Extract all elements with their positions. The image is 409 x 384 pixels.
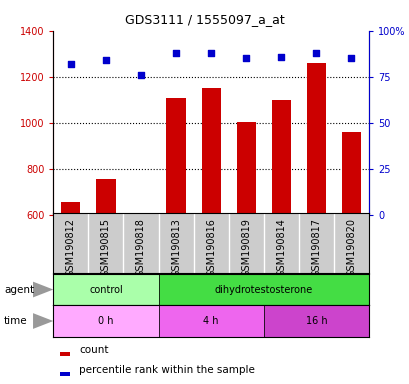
Text: GSM190817: GSM190817 xyxy=(310,218,321,277)
Bar xyxy=(201,88,220,215)
Text: GDS3111 / 1555097_a_at: GDS3111 / 1555097_a_at xyxy=(125,13,284,26)
Point xyxy=(347,55,354,61)
Text: GSM190813: GSM190813 xyxy=(171,218,181,277)
Bar xyxy=(59,372,70,376)
Bar xyxy=(53,274,158,305)
Bar xyxy=(236,122,255,215)
Text: GSM190820: GSM190820 xyxy=(346,218,355,277)
Bar xyxy=(59,352,70,356)
Bar xyxy=(53,305,158,337)
Text: agent: agent xyxy=(4,285,34,295)
Bar xyxy=(96,179,115,215)
Point xyxy=(207,50,214,56)
Polygon shape xyxy=(33,313,53,329)
Point xyxy=(277,53,284,60)
Point xyxy=(312,50,319,56)
Bar xyxy=(263,305,368,337)
Text: time: time xyxy=(4,316,28,326)
Text: GSM190812: GSM190812 xyxy=(66,218,76,277)
Bar xyxy=(341,132,360,215)
Point xyxy=(172,50,179,56)
Bar xyxy=(271,100,290,215)
Point xyxy=(243,55,249,61)
Text: 4 h: 4 h xyxy=(203,316,218,326)
Text: 0 h: 0 h xyxy=(98,316,113,326)
Bar xyxy=(131,213,150,215)
Bar xyxy=(61,202,80,215)
Text: 16 h: 16 h xyxy=(305,316,326,326)
Text: control: control xyxy=(89,285,122,295)
Point xyxy=(137,72,144,78)
Text: count: count xyxy=(79,345,109,355)
Bar xyxy=(158,305,263,337)
Point xyxy=(102,57,109,63)
Polygon shape xyxy=(33,282,53,297)
Text: GSM190816: GSM190816 xyxy=(206,218,216,277)
Text: GSM190818: GSM190818 xyxy=(136,218,146,277)
Bar xyxy=(158,274,368,305)
Text: GSM190815: GSM190815 xyxy=(101,218,111,277)
Text: GSM190819: GSM190819 xyxy=(240,218,251,277)
Text: percentile rank within the sample: percentile rank within the sample xyxy=(79,365,255,375)
Text: dihydrotestosterone: dihydrotestosterone xyxy=(214,285,312,295)
Bar xyxy=(166,98,185,215)
Bar xyxy=(306,63,325,215)
Point xyxy=(67,61,74,67)
Text: GSM190814: GSM190814 xyxy=(276,218,285,277)
